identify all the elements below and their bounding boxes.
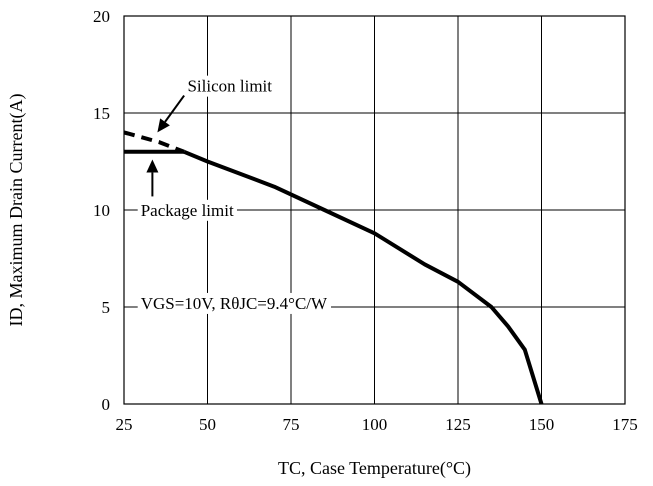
y-axis-label: ID, Maximum Drain Current(A) bbox=[6, 94, 27, 327]
x-tick-label: 50 bbox=[199, 415, 216, 434]
x-tick-label: 100 bbox=[362, 415, 388, 434]
tick-layer: 25 50 75 100 125 150 175 0 5 10 15 20 bbox=[93, 7, 638, 434]
annotation-layer: Silicon limit Package limit VGS=10V, RθJ… bbox=[137, 75, 332, 314]
conditions-label-bg bbox=[137, 292, 332, 314]
conditions-label: VGS=10V, RθJC=9.4°C/W bbox=[141, 294, 328, 313]
package-limit-arrowhead bbox=[146, 159, 159, 173]
series-line-2 bbox=[183, 149, 544, 405]
y-tick-label: 5 bbox=[102, 298, 111, 317]
x-tick-label: 175 bbox=[612, 415, 638, 434]
y-tick-label: 10 bbox=[93, 201, 110, 220]
package-limit-label-bg bbox=[137, 199, 237, 221]
x-axis-label: TC, Case Temperature(°C) bbox=[278, 458, 471, 479]
silicon-limit-label-bg bbox=[184, 75, 276, 97]
y-tick-label: 15 bbox=[93, 104, 110, 123]
silicon-limit-arrowhead bbox=[157, 118, 170, 133]
y-tick-label: 20 bbox=[93, 7, 110, 26]
x-tick-label: 125 bbox=[445, 415, 471, 434]
silicon-limit-label: Silicon limit bbox=[187, 77, 272, 96]
x-tick-label: 150 bbox=[529, 415, 555, 434]
series-line-0 bbox=[123, 130, 185, 154]
y-tick-label: 0 bbox=[102, 395, 111, 414]
plot-frame bbox=[123, 15, 626, 405]
series-layer bbox=[123, 130, 544, 405]
x-tick-label: 25 bbox=[116, 415, 133, 434]
silicon-limit-arrow bbox=[164, 94, 185, 123]
x-tick-label: 75 bbox=[283, 415, 300, 434]
package-limit-label: Package limit bbox=[141, 201, 234, 220]
